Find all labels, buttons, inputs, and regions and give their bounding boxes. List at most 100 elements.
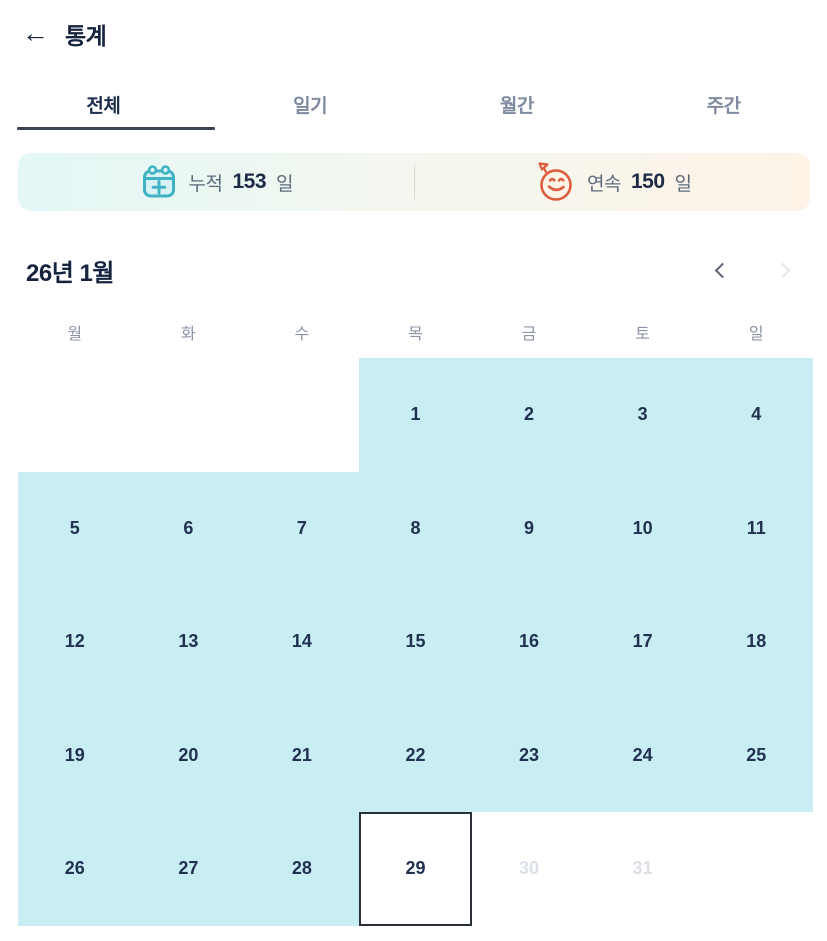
- day-number: 18: [746, 631, 767, 652]
- app-header: ← 통계: [0, 0, 827, 52]
- day-number: 1: [410, 404, 421, 425]
- day-number: 2: [524, 404, 535, 425]
- banner-divider: [413, 165, 415, 199]
- calendar-day-3[interactable]: 3: [585, 358, 700, 472]
- calendar-day-20[interactable]: 20: [131, 698, 246, 812]
- day-number: 11: [746, 517, 766, 538]
- weekday-label: 금: [521, 326, 537, 343]
- cumulative-days-summary: 누적 153 일: [18, 162, 414, 202]
- streak-value: 150: [630, 170, 665, 193]
- cumulative-value: 153: [232, 170, 267, 193]
- day-number: 20: [178, 744, 199, 765]
- day-number: 10: [632, 517, 653, 538]
- calendar-day-12[interactable]: 12: [18, 585, 132, 699]
- day-number: 13: [178, 631, 199, 652]
- calendar-day-5[interactable]: 5: [18, 471, 132, 585]
- streak-label: 연속: [587, 173, 621, 195]
- day-number: 15: [405, 631, 426, 652]
- calendar-day-17[interactable]: 17: [585, 585, 700, 699]
- calendar-day-13[interactable]: 13: [131, 585, 246, 699]
- day-number: 8: [410, 517, 421, 538]
- day-number: 14: [291, 631, 312, 652]
- calendar-day-29[interactable]: 29: [358, 812, 473, 926]
- calendar-day-26[interactable]: 26: [18, 812, 132, 926]
- day-number: 30: [519, 858, 540, 879]
- calendar-day-23[interactable]: 23: [472, 698, 586, 812]
- calendar-day-8[interactable]: 8: [358, 471, 473, 585]
- calendar-day-28[interactable]: 28: [245, 812, 359, 926]
- calendar-day-9[interactable]: 9: [472, 471, 586, 585]
- calendar-plus-icon: [142, 165, 175, 198]
- month-header: 26년 1월: [26, 253, 803, 288]
- cumulative-label: 누적: [188, 173, 223, 195]
- day-number: 27: [178, 858, 199, 879]
- calendar-day-14[interactable]: 14: [245, 585, 359, 699]
- chevron-left-icon: [714, 262, 730, 279]
- calendar-day-27[interactable]: 27: [131, 812, 246, 926]
- calendar-day-25[interactable]: 25: [699, 698, 813, 812]
- streak-unit: 일: [674, 173, 692, 195]
- day-number: 22: [405, 744, 426, 765]
- tab-weekly[interactable]: 주간: [620, 78, 827, 130]
- calendar-day-21[interactable]: 21: [245, 698, 359, 812]
- month-nav: [709, 258, 803, 284]
- day-number: 21: [291, 744, 312, 765]
- day-number: 9: [524, 517, 535, 538]
- summary-banner: 누적 153 일 연속 150 일: [18, 153, 810, 211]
- calendar-day-10[interactable]: 10: [585, 471, 700, 585]
- month-title: 26년 1월: [26, 260, 114, 287]
- day-number: 29: [405, 858, 426, 879]
- tab-monthly[interactable]: 월간: [414, 78, 621, 130]
- tab-label: 일기: [293, 95, 328, 117]
- weekday-label: 목: [408, 326, 423, 343]
- day-number: 5: [69, 517, 80, 538]
- day-number: 25: [746, 744, 767, 765]
- smiley-flag-icon: [538, 162, 572, 201]
- calendar-day-31[interactable]: 31: [585, 812, 700, 926]
- calendar-empty-cell: [131, 358, 246, 472]
- page-title: 통계: [65, 23, 107, 49]
- weekday-label: 월: [67, 326, 83, 343]
- next-month-button[interactable]: [769, 258, 795, 284]
- weekday-label: 토: [635, 326, 650, 343]
- calendar-day-30[interactable]: 30: [472, 812, 586, 926]
- day-number: 17: [632, 631, 653, 652]
- calendar-empty-cell: [18, 358, 132, 472]
- calendar-day-2[interactable]: 2: [472, 358, 586, 472]
- calendar-day-24[interactable]: 24: [585, 698, 700, 812]
- calendar-day-1[interactable]: 1: [358, 358, 473, 472]
- tab-label: 주간: [706, 95, 741, 117]
- day-number: 31: [632, 858, 653, 879]
- tab-label: 월간: [499, 95, 534, 117]
- streak-days-summary: 연속 150 일: [415, 159, 811, 205]
- day-number: 23: [519, 744, 540, 765]
- calendar-day-4[interactable]: 4: [699, 358, 813, 472]
- calendar-grid: 1 2 3 4 5 6 7 8 9 10 11 12 13 14 15 16 17 18 19 20 21 22 23 24 2…: [18, 358, 813, 926]
- calendar-day-18[interactable]: 18: [699, 585, 813, 699]
- calendar-empty-cell: [699, 812, 813, 926]
- calendar-day-6[interactable]: 6: [131, 471, 246, 585]
- day-number: 26: [64, 858, 85, 879]
- tab-label: 전체: [86, 95, 121, 117]
- prev-month-button[interactable]: [709, 258, 735, 284]
- chevron-right-icon: [774, 262, 790, 279]
- calendar-day-7[interactable]: 7: [245, 471, 359, 585]
- weekday-label: 수: [294, 326, 310, 343]
- calendar-day-11[interactable]: 11: [699, 471, 813, 585]
- calendar-day-22[interactable]: 22: [358, 698, 473, 812]
- calendar-day-16[interactable]: 16: [472, 585, 586, 699]
- weekday-label: 화: [180, 326, 196, 343]
- cumulative-unit: 일: [276, 173, 293, 195]
- tab-diary[interactable]: 일기: [207, 78, 414, 130]
- day-number: 4: [751, 404, 762, 425]
- day-number: 19: [64, 744, 85, 765]
- calendar-day-15[interactable]: 15: [358, 585, 473, 699]
- back-button[interactable]: ←: [22, 17, 49, 48]
- day-number: 6: [183, 517, 194, 538]
- calendar-empty-cell: [245, 358, 359, 472]
- day-number: 7: [296, 517, 307, 538]
- tab-all[interactable]: 전체: [0, 78, 215, 130]
- day-number: 16: [519, 631, 540, 652]
- calendar-day-19[interactable]: 19: [18, 698, 132, 812]
